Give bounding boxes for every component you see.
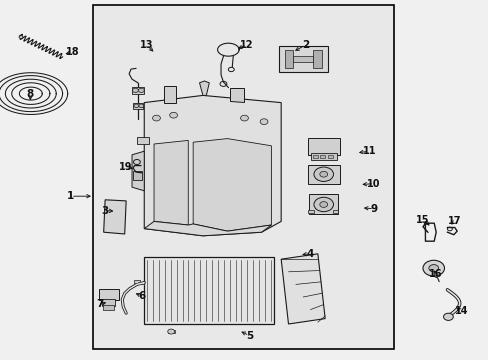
Bar xyxy=(93,5,393,349)
Circle shape xyxy=(313,197,333,212)
Text: 4: 4 xyxy=(306,249,314,259)
Circle shape xyxy=(422,260,444,276)
Bar xyxy=(133,171,142,180)
Bar xyxy=(307,165,339,184)
Text: 8: 8 xyxy=(27,89,34,99)
Circle shape xyxy=(132,88,138,93)
Bar xyxy=(278,46,327,72)
Text: 2: 2 xyxy=(302,40,308,50)
Polygon shape xyxy=(229,88,244,102)
Circle shape xyxy=(19,36,23,39)
Circle shape xyxy=(134,104,139,108)
Text: 16: 16 xyxy=(427,269,441,279)
Polygon shape xyxy=(199,81,209,95)
Polygon shape xyxy=(144,221,271,236)
Bar xyxy=(312,155,317,158)
Circle shape xyxy=(167,329,174,334)
Circle shape xyxy=(313,167,333,181)
Text: 19: 19 xyxy=(119,162,133,172)
Bar xyxy=(134,280,140,283)
Circle shape xyxy=(169,112,177,118)
Polygon shape xyxy=(103,200,126,234)
Polygon shape xyxy=(163,86,176,103)
Text: 17: 17 xyxy=(447,216,461,226)
Bar xyxy=(137,137,149,144)
Bar xyxy=(293,56,312,62)
Bar xyxy=(320,155,325,158)
Text: 3: 3 xyxy=(102,206,108,216)
Polygon shape xyxy=(193,139,271,231)
Bar xyxy=(284,50,293,68)
Bar xyxy=(102,299,115,306)
Circle shape xyxy=(138,88,144,93)
Bar xyxy=(308,194,338,214)
Text: 6: 6 xyxy=(138,291,145,301)
Bar xyxy=(132,103,143,109)
Bar xyxy=(99,289,119,300)
Text: 10: 10 xyxy=(366,179,380,189)
Circle shape xyxy=(260,119,267,125)
Bar xyxy=(307,138,339,155)
Circle shape xyxy=(443,313,452,320)
Bar xyxy=(310,153,337,160)
Bar xyxy=(332,210,338,213)
Circle shape xyxy=(139,104,143,108)
Bar xyxy=(307,210,313,213)
Bar xyxy=(144,257,273,324)
Bar xyxy=(312,50,321,68)
Bar xyxy=(131,87,144,94)
Polygon shape xyxy=(154,140,188,225)
Text: 11: 11 xyxy=(362,146,375,156)
Circle shape xyxy=(428,265,438,272)
Text: 18: 18 xyxy=(65,47,79,57)
Polygon shape xyxy=(132,151,144,191)
Text: 9: 9 xyxy=(370,204,377,214)
Text: 14: 14 xyxy=(454,306,468,316)
Bar xyxy=(138,282,143,284)
Polygon shape xyxy=(144,95,281,236)
Bar xyxy=(327,155,332,158)
Circle shape xyxy=(240,115,248,121)
Text: 15: 15 xyxy=(415,215,429,225)
Bar xyxy=(102,305,114,310)
Circle shape xyxy=(152,115,160,121)
Polygon shape xyxy=(281,254,325,324)
Text: 7: 7 xyxy=(96,299,104,309)
Text: 5: 5 xyxy=(245,330,252,341)
Text: 1: 1 xyxy=(67,191,74,201)
Text: 12: 12 xyxy=(240,40,253,50)
Bar xyxy=(167,330,175,333)
Circle shape xyxy=(319,171,327,177)
Circle shape xyxy=(319,202,327,207)
Text: 13: 13 xyxy=(140,40,153,50)
